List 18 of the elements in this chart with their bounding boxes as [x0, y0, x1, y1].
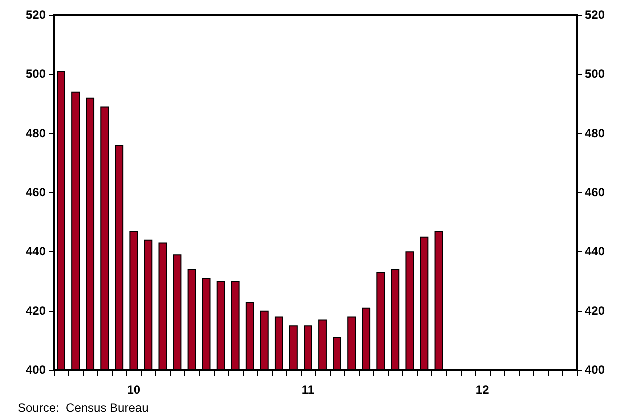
y2-tick-label: 440 [585, 244, 606, 259]
y2-tick-label: 520 [585, 8, 606, 22]
y-tick-label: 440 [26, 244, 46, 259]
y2-tick-label: 480 [585, 126, 606, 140]
y2-tick-label: 400 [585, 363, 606, 377]
y-tick-label: 420 [26, 304, 46, 318]
y-tick-label: 400 [26, 363, 46, 377]
x-tick-label: 11 [302, 383, 315, 397]
y-tick-label: 500 [26, 67, 46, 82]
y-tick-label: 480 [26, 126, 46, 140]
y-tick-label: 460 [26, 186, 46, 200]
y-tick-label: 520 [26, 8, 46, 22]
y2-tick-label: 500 [585, 67, 606, 82]
y2-tick-label: 420 [585, 304, 606, 318]
source-note: Source: Census Bureau [18, 401, 149, 415]
y2-tick-label: 460 [585, 186, 606, 200]
x-tick-label: 10 [127, 383, 141, 397]
x-tick-label: 12 [476, 383, 490, 397]
